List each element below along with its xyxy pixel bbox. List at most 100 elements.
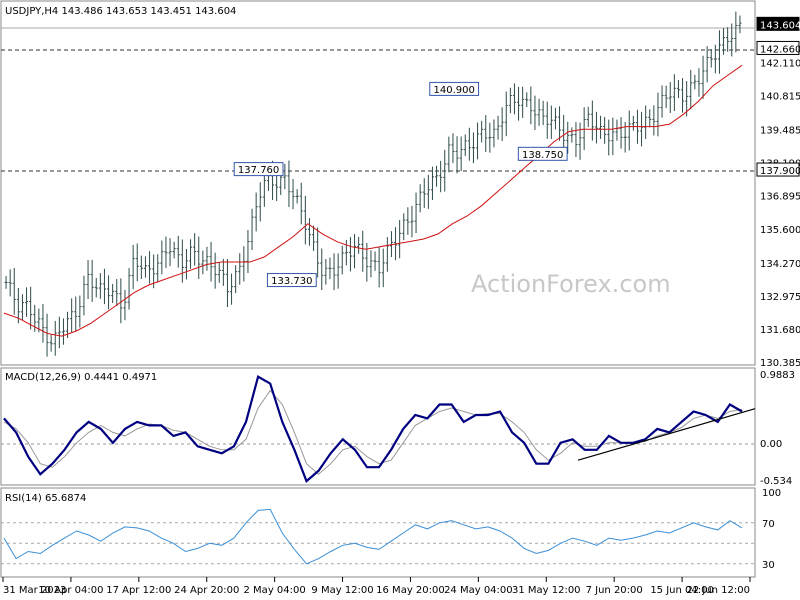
macd-axis: 0.9883 0.00 -0.534 (760, 370, 795, 487)
price-bar (611, 117, 615, 156)
price-annotations: 137.760 133.730 140.900 138.750 (233, 81, 568, 288)
price-bar (738, 15, 742, 34)
price-bar (336, 253, 340, 289)
price-bar (234, 265, 238, 294)
price-bar (480, 120, 484, 143)
price-bar (615, 119, 619, 141)
price-bar (574, 122, 578, 158)
price-bar (521, 86, 525, 118)
price-bar (176, 235, 180, 268)
price-axis-tick: 135.600 (760, 225, 800, 236)
price-bar (664, 85, 668, 109)
price-bar (730, 23, 734, 57)
price-bar (254, 192, 258, 232)
price-bar (545, 101, 549, 139)
price-bar (451, 133, 455, 164)
price-bar (184, 248, 188, 280)
price-bar (484, 115, 488, 153)
price-bar (209, 241, 213, 282)
time-axis-label: 9 May 12:00 (311, 585, 373, 596)
price-bar (660, 85, 664, 118)
price-bar (74, 296, 78, 332)
price-bar (726, 27, 730, 52)
price-axis-tick: 142.110 (760, 58, 800, 69)
price-bar (488, 122, 492, 153)
price-bar (439, 160, 443, 193)
price-bar (590, 100, 594, 141)
price-bar (361, 230, 365, 272)
price-bar (238, 253, 242, 285)
price-bar (189, 239, 193, 269)
rsi-axis-tick: 70 (762, 519, 775, 530)
price-axis-tick: 140.815 (760, 92, 800, 103)
price-bar (603, 116, 607, 144)
price-bar (500, 107, 504, 142)
rsi-panel-frame (0, 487, 756, 578)
price-axis-tick: 131.680 (760, 325, 800, 336)
price-panel: ActionForex.com USDJPY,H4 143.486 143.65… (0, 0, 800, 369)
price-bar (242, 246, 246, 282)
price-bar (61, 318, 65, 345)
price-bar (123, 289, 127, 321)
price-bar (463, 134, 467, 157)
price-bar (119, 278, 123, 324)
price-bar (533, 95, 537, 130)
price-bar (594, 111, 598, 144)
price-bar (164, 236, 168, 269)
price-bar (45, 313, 49, 357)
time-axis-label: 16 May 20:00 (376, 585, 445, 596)
price-bar (681, 78, 685, 113)
price-bar (197, 236, 201, 280)
price-bar (566, 121, 570, 154)
price-bar (443, 149, 447, 192)
price-bar (98, 273, 102, 299)
price-axis-tick: 137.900 (760, 166, 800, 177)
price-bar (656, 92, 660, 137)
price-bar (512, 83, 516, 115)
price-bar (37, 308, 41, 333)
price-bar (496, 115, 500, 140)
price-bar (217, 262, 221, 283)
price-bar (467, 127, 471, 161)
price-bar (193, 233, 197, 266)
price-annotation-label: 138.750 (522, 150, 563, 161)
price-panel-frame (0, 0, 756, 366)
price-bar (410, 205, 414, 238)
price-bar (205, 246, 209, 271)
price-bar (492, 119, 496, 148)
price-bar (705, 46, 709, 83)
price-bar (152, 254, 156, 289)
price-bar (369, 250, 373, 278)
time-axis-label: 31 Mar 2023 (3, 585, 66, 596)
price-bar (582, 107, 586, 151)
price-axis-highlight: 143.604 (756, 16, 800, 31)
time-axis-label: 17 Apr 12:00 (106, 585, 171, 596)
price-axis-tick: 130.385 (760, 358, 800, 369)
price-bar (86, 260, 90, 300)
price-bar (652, 105, 656, 136)
price-bar (685, 81, 689, 117)
price-bar (459, 136, 463, 172)
price-bar (94, 277, 98, 298)
price-bar (508, 87, 512, 114)
price-bar (402, 213, 406, 241)
price-bar (111, 283, 115, 303)
time-axis-label: 22 Jun 12:00 (686, 585, 750, 596)
price-bar (619, 117, 623, 149)
price-bar (12, 268, 16, 315)
price-bar (172, 241, 176, 259)
price-bar (570, 127, 574, 143)
price-bar (578, 122, 582, 160)
price-bar (418, 184, 422, 213)
rsi-label: RSI(14) 65.6874 (5, 493, 86, 504)
macd-panel: MACD(12,26,9) 0.4441 0.4971 0.9883 0.00 -0… (0, 367, 795, 487)
price-bar (131, 244, 135, 290)
price-bar (221, 258, 225, 286)
price-bar (340, 245, 344, 275)
rsi-panel: RSI(14) 65.6874 100 70 30 (0, 487, 781, 578)
price-bar (644, 105, 648, 140)
price-bar (303, 195, 307, 245)
price-bar (29, 286, 33, 330)
price-bar (180, 239, 184, 283)
